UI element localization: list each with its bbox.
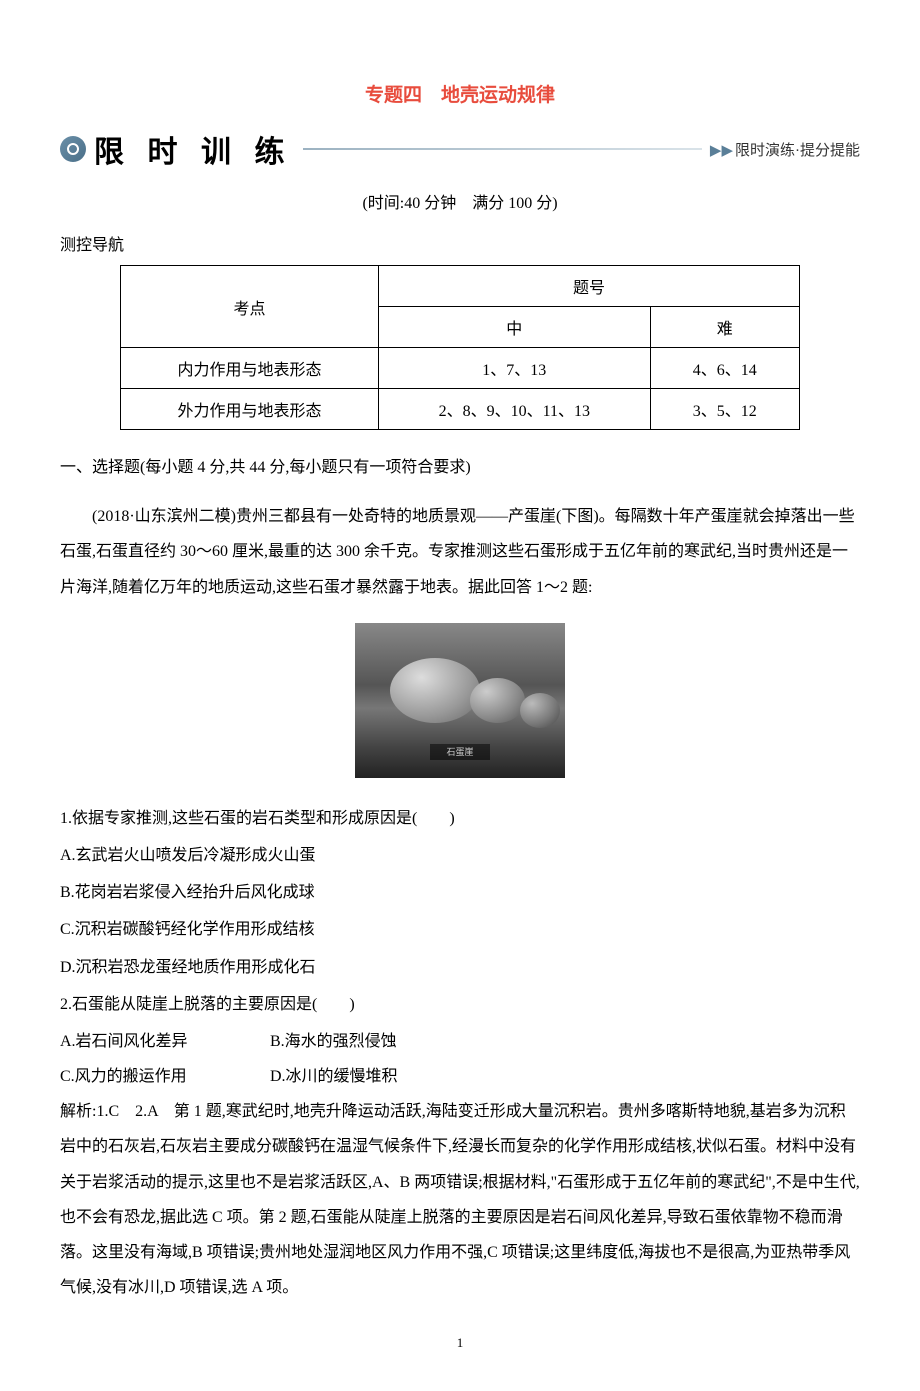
banner-divider	[303, 148, 702, 150]
q2-option-a: A.岩石间风化差异	[60, 1024, 270, 1059]
figure-image: 石蛋崖	[355, 623, 565, 778]
time-score: (时间:40 分钟 满分 100 分)	[60, 189, 860, 213]
table-header: 难	[650, 307, 799, 348]
page-title: 专题四 地壳运动规律	[60, 80, 860, 107]
figure-caption: 石蛋崖	[430, 744, 490, 760]
table-cell: 外力作用与地表形态	[121, 389, 379, 430]
section-title: 一、选择题(每小题 4 分,共 44 分,每小题只有一项符合要求)	[60, 450, 860, 485]
banner-title: 限 时 训 练	[94, 127, 293, 171]
q1-option-c: C.沉积岩碳酸钙经化学作用形成结核	[60, 912, 860, 947]
banner-right-text: ▶▶限时演练·提分提能	[710, 139, 860, 160]
section-banner: 限 时 训 练 ▶▶限时演练·提分提能	[60, 127, 860, 171]
table-header: 题号	[379, 266, 800, 307]
table-cell: 内力作用与地表形态	[121, 348, 379, 389]
q2-stem: 2.石蛋能从陡崖上脱落的主要原因是( )	[60, 987, 860, 1022]
banner-subtitle: 限时演练·提分提能	[735, 143, 860, 159]
q2-option-b: B.海水的强烈侵蚀	[270, 1033, 397, 1050]
q2-option-c: C.风力的搬运作用	[60, 1059, 270, 1094]
q2-option-d: D.冰川的缓慢堆积	[270, 1068, 398, 1085]
banner-icon	[60, 136, 86, 162]
q1-option-b: B.花岗岩岩浆侵入经抬升后风化成球	[60, 875, 860, 910]
intro-paragraph: (2018·山东滨州二模)贵州三都县有一处奇特的地质景观——产蛋崖(下图)。每隔…	[60, 499, 860, 605]
table-header: 中	[379, 307, 651, 348]
nav-table: 考点 题号 中 难 内力作用与地表形态 1、7、13 4、6、14 外力作用与地…	[120, 265, 800, 430]
table-cell: 2、8、9、10、11、13	[379, 389, 651, 430]
figure: 石蛋崖	[60, 623, 860, 783]
q2-options-row1: A.岩石间风化差异B.海水的强烈侵蚀	[60, 1024, 860, 1059]
table-row: 外力作用与地表形态 2、8、9、10、11、13 3、5、12	[121, 389, 800, 430]
nav-heading: 测控导航	[60, 231, 860, 255]
table-row: 内力作用与地表形态 1、7、13 4、6、14	[121, 348, 800, 389]
arrow-icon: ▶▶	[710, 143, 733, 159]
table-cell: 4、6、14	[650, 348, 799, 389]
table-row: 考点 题号	[121, 266, 800, 307]
q1-option-a: A.玄武岩火山喷发后冷凝形成火山蛋	[60, 838, 860, 873]
page-number: 1	[60, 1335, 860, 1351]
q2-options-row2: C.风力的搬运作用D.冰川的缓慢堆积	[60, 1059, 860, 1094]
table-cell: 3、5、12	[650, 389, 799, 430]
analysis-paragraph: 解析:1.C 2.A 第 1 题,寒武纪时,地壳升降运动活跃,海陆变迁形成大量沉…	[60, 1094, 860, 1305]
q1-option-d: D.沉积岩恐龙蛋经地质作用形成化石	[60, 950, 860, 985]
table-cell: 1、7、13	[379, 348, 651, 389]
q1-stem: 1.依据专家推测,这些石蛋的岩石类型和形成原因是( )	[60, 801, 860, 836]
table-header: 考点	[121, 266, 379, 348]
